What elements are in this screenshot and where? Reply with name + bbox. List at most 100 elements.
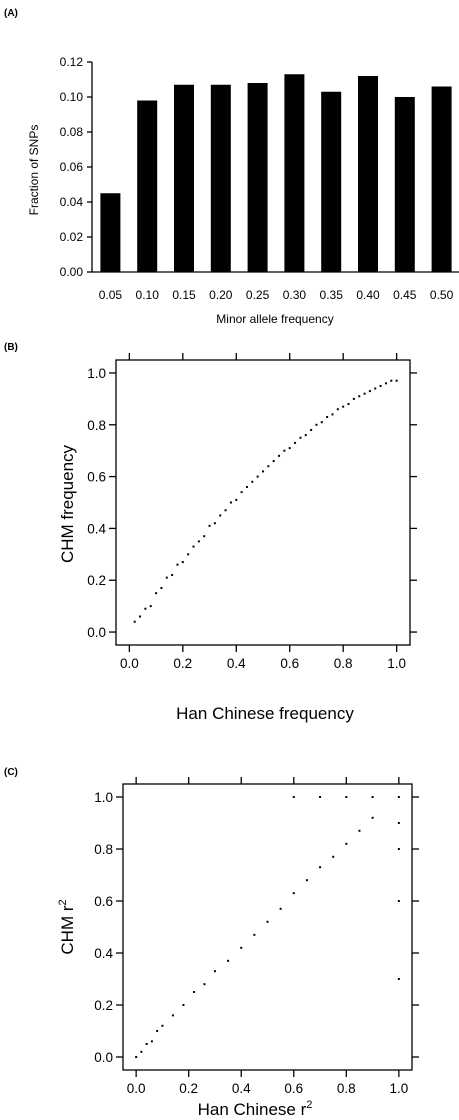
data-point: [171, 1014, 174, 1017]
bar-series: [100, 74, 452, 272]
data-point: [150, 1040, 153, 1043]
data-point: [171, 574, 174, 577]
data-point: [279, 907, 282, 910]
panel-c-axes: 0.0 0.2 0.4 0.6 0.8 1.0 0.0 0.2 0.4 0.6 0.8 1.0: [94, 777, 419, 1096]
panel-c-frame: [122, 783, 413, 1071]
data-point: [187, 553, 190, 556]
x-tick-label: 0.2: [173, 656, 192, 671]
y-tick-label: 1.0: [87, 366, 106, 381]
data-point: [181, 561, 184, 564]
data-point: [299, 436, 302, 439]
y-tick-label: 0.8: [87, 418, 106, 433]
data-point: [144, 607, 147, 610]
data-point: [182, 1004, 185, 1006]
data-point: [374, 387, 377, 390]
data-point: [390, 379, 393, 382]
x-tick-label: 1.0: [387, 656, 406, 671]
panel-b-point-series: [133, 379, 398, 623]
data-point: [371, 816, 374, 819]
data-point: [283, 449, 286, 452]
x-tick-label: 0.4: [227, 656, 246, 671]
bar-0.40: [358, 76, 378, 272]
panel-c-y-axis-title-superscript: 2: [57, 899, 69, 905]
x-tick-label: 0.05: [99, 288, 123, 302]
data-point: [379, 384, 382, 387]
y-tick-label: 0.2: [87, 573, 106, 588]
bar-0.25: [247, 83, 268, 272]
data-point: [363, 392, 366, 395]
y-tick-label: 0.4: [87, 521, 106, 536]
data-point: [203, 983, 206, 986]
panel-b-axes: 0.0 0.2 0.4 0.6 0.8 1.0 0.0 0.2 0.4 0.6 0.8 1.0: [87, 353, 417, 671]
data-point: [227, 959, 230, 962]
data-point: [213, 970, 216, 973]
x-tick-label: 0.2: [179, 1081, 198, 1096]
x-tick-label: 0.25: [246, 288, 270, 302]
data-point: [397, 900, 400, 902]
data-point: [161, 1024, 164, 1027]
x-tick-label: 0.8: [334, 656, 353, 671]
data-point: [292, 796, 295, 798]
panel-b-frame: [115, 359, 411, 646]
bar-0.05: [100, 193, 121, 272]
data-point: [262, 470, 264, 473]
data-point: [319, 796, 322, 798]
panel-b: (B) 0.0 0.2 0.4 0.6 0.8 1.0 0.0 0.2 0.4 0.6 0.8 1.0…: [4, 342, 417, 723]
y-tick-label: 0.6: [87, 470, 106, 485]
data-point: [304, 434, 307, 437]
y-tick-label: 0.00: [60, 265, 84, 279]
data-point: [140, 1050, 143, 1053]
bar-0.10: [137, 100, 158, 272]
x-tick-label: 0.45: [393, 288, 417, 302]
bar-0.35: [321, 91, 342, 272]
panel-b-x-axis-title: Han Chinese frequency: [176, 704, 354, 723]
data-point: [288, 447, 291, 450]
panel-c-y-axis-title: CHM r2: [57, 899, 77, 954]
data-point: [253, 933, 256, 936]
y-tick-label: 0.0: [87, 625, 106, 640]
x-tick-label: 0.0: [120, 656, 139, 671]
y-tick-label: 0.06: [60, 160, 84, 174]
y-tick-label: 0.6: [94, 894, 113, 909]
data-point: [310, 428, 313, 431]
data-point: [278, 454, 281, 457]
data-point: [358, 395, 361, 398]
data-point: [165, 576, 168, 579]
bar-0.30: [284, 74, 305, 272]
data-point: [267, 465, 270, 468]
panel-a: (A) 0.05 0.10 0.15 0.20 0.25 0.30 0.35 0.40 0.45…: [4, 8, 459, 326]
data-point: [176, 563, 179, 566]
y-tick-label: 0.4: [94, 946, 113, 961]
data-point: [197, 540, 200, 543]
panel-a-x-axis-title: Minor allele frequency: [216, 312, 333, 326]
data-point: [358, 829, 361, 832]
data-point: [320, 421, 323, 424]
y-tick-label: 1.0: [94, 790, 113, 805]
data-point: [272, 460, 275, 463]
data-point: [332, 855, 335, 858]
data-point: [240, 491, 243, 494]
data-point: [155, 592, 158, 595]
data-point: [139, 615, 142, 618]
data-point: [294, 441, 297, 444]
data-point: [251, 480, 254, 483]
data-point: [245, 485, 248, 488]
data-point: [256, 475, 259, 478]
y-tick-label: 0.12: [60, 55, 84, 69]
data-point: [203, 535, 206, 538]
x-tick-label: 1.0: [389, 1081, 408, 1096]
data-point: [352, 397, 355, 400]
data-point: [133, 620, 136, 623]
data-point: [315, 423, 318, 426]
y-tick-label: 0.10: [60, 90, 84, 104]
data-point: [371, 796, 374, 798]
x-tick-label: 0.15: [172, 288, 196, 302]
data-point: [395, 379, 398, 382]
data-point: [326, 416, 329, 418]
bar-0.15: [174, 84, 194, 272]
data-point: [397, 978, 400, 980]
data-point: [208, 524, 211, 527]
panel-c-x-axis-title-superscript: 2: [306, 1099, 312, 1111]
data-point: [319, 866, 322, 869]
